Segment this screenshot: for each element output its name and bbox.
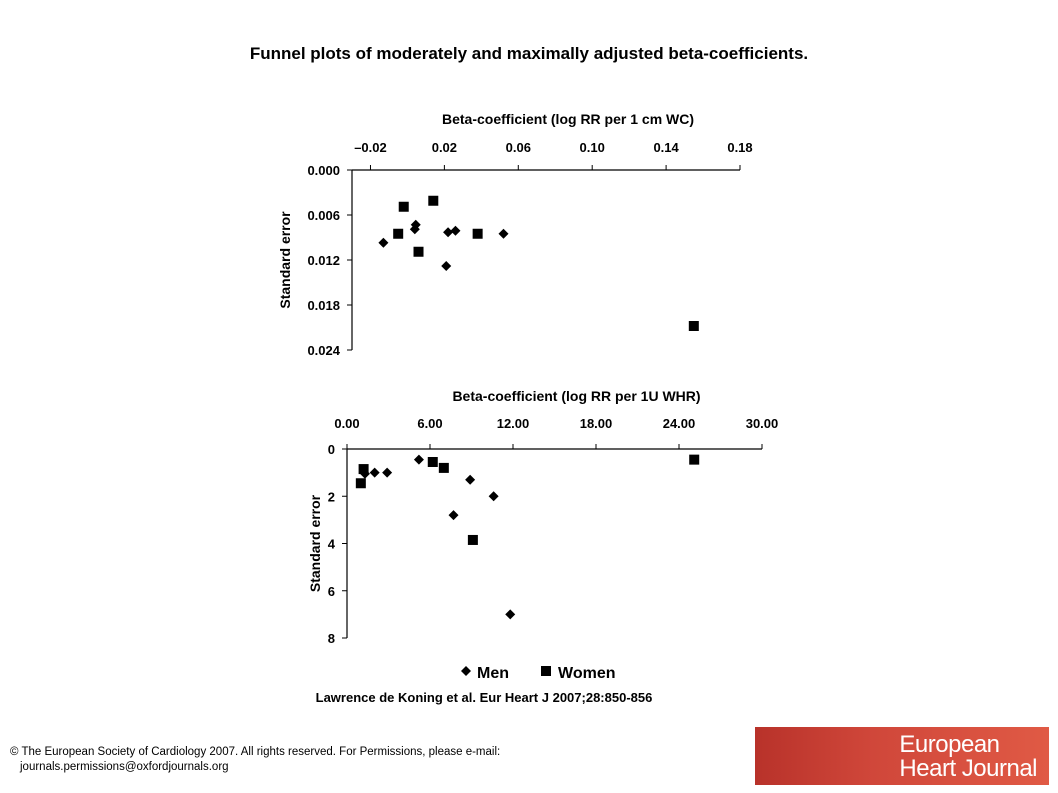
copyright-email: journals.permissions@oxfordjournals.org [20,761,229,773]
women-point [398,201,409,212]
x-tick-label: 0.18 [727,140,752,155]
legend-men-marker [461,666,471,676]
legend-men-label: Men [477,665,509,682]
copyright-line-1: © The European Society of Cardiology 200… [10,746,501,758]
logo-text: European Heart Journal [899,733,1037,781]
x-tick-label: 0.14 [653,140,679,155]
x-tick-label: 30.00 [746,416,779,431]
men-point [488,491,499,502]
y-tick-label: 0 [328,442,335,457]
men-point [441,261,452,271]
y-tick-label: 8 [328,631,335,646]
x-axis-title: Beta-coefficient (log RR per 1 cm WC) [442,111,694,127]
y-tick-label: 0.000 [307,163,340,178]
y-tick-label: 6 [328,584,335,599]
x-tick-label: –0.02 [354,140,387,155]
men-point [369,467,380,478]
logo-line-1: European [899,731,1000,758]
logo-line-2: Heart Journal [899,755,1037,782]
european-heart-journal-logo: European Heart Journal [755,727,1049,785]
slide-title: Funnel plots of moderately and maximally… [249,44,809,63]
men-point [465,474,476,485]
x-tick-label: 18.00 [580,416,613,431]
x-tick-label: 6.00 [417,416,442,431]
women-point [427,456,438,467]
y-tick-label: 4 [328,537,336,552]
wc-funnel-plot: –0.02 0.02 0.06 0.10 0.14 0.18 0.000 0.006 0.012… [277,111,753,358]
x-tick-label: 0.02 [432,140,457,155]
men-point [413,454,424,465]
y-axis-title: Standard error [307,494,323,592]
men-point [409,224,420,235]
x-tick-label: 0.00 [334,416,359,431]
x-tick-label: 0.10 [580,140,605,155]
women-point [688,321,699,331]
y-tick-label: 0.006 [307,208,340,223]
women-point [467,534,478,545]
y-tick-label: 0.012 [307,253,340,268]
men-point [382,467,393,478]
x-tick-label: 12.00 [497,416,530,431]
legend: Men Women [461,665,615,682]
legend-women-label: Women [558,665,615,682]
men-point [378,237,389,248]
women-point [438,462,449,473]
men-point [505,609,516,620]
legend-women-marker [541,666,551,676]
citation: Lawrence de Koning et al. Eur Heart J 20… [315,690,653,705]
women-point [355,478,366,489]
women-point [358,464,369,475]
x-tick-label: 0.06 [506,140,531,155]
women-point [393,228,404,239]
y-tick-label: 2 [328,489,335,504]
y-axis-title: Standard error [277,211,293,309]
women-point [413,246,424,257]
women-point [428,195,439,206]
women-point [689,454,700,465]
y-tick-label: 0.018 [307,298,340,313]
x-tick-label: 24.00 [663,416,696,431]
men-point [448,510,459,521]
copyright-notice: © The European Society of Cardiology 200… [10,745,500,775]
men-point [450,225,461,236]
y-tick-label: 0.024 [307,343,340,358]
men-point [498,228,509,239]
x-axis-title: Beta-coefficient (log RR per 1U WHR) [452,388,700,404]
whr-funnel-plot: 0.00 6.00 12.00 18.00 24.00 30.00 0 2 4 6 8 Beta-co… [307,388,778,646]
men-point [443,227,454,238]
women-point [472,228,483,239]
